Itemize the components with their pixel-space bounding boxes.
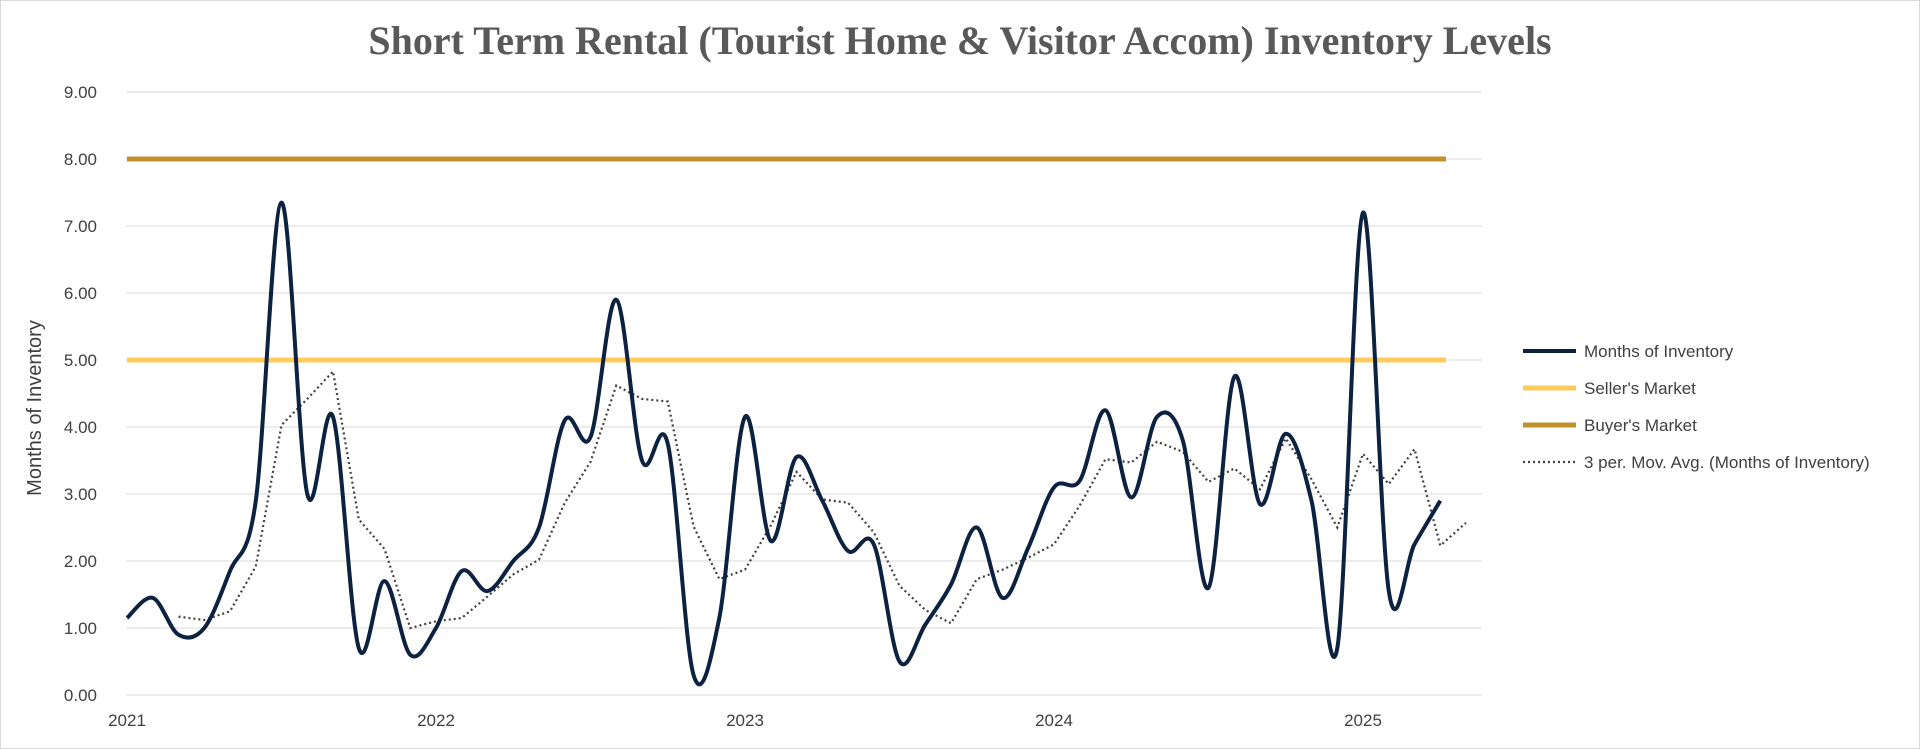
y-tick-label: 6.00	[64, 284, 97, 303]
y-tick-label: 7.00	[64, 217, 97, 236]
chart-title: Short Term Rental (Tourist Home & Visito…	[368, 18, 1551, 63]
legend-label: Months of Inventory	[1584, 342, 1734, 361]
y-tick-label: 1.00	[64, 619, 97, 638]
y-tick-label: 4.00	[64, 418, 97, 437]
y-tick-labels: 0.00 1.00 2.00 3.00 4.00 5.00 6.00 7.00 8.00 9.00	[64, 83, 97, 705]
legend: Months of Inventory Seller's Market Buyer'…	[1523, 342, 1870, 472]
y-tick-label: 0.00	[64, 686, 97, 705]
x-tick-label: 2023	[726, 711, 764, 730]
y-tick-label: 5.00	[64, 351, 97, 370]
x-tick-label: 2025	[1344, 711, 1382, 730]
months-of-inventory-line	[125, 200, 1443, 687]
x-tick-labels: 2021 2022 2023 2024 2025	[108, 711, 1382, 730]
series-lines	[125, 156, 1467, 687]
y-tick-label: 8.00	[64, 150, 97, 169]
y-tick-label: 9.00	[64, 83, 97, 102]
legend-label: Seller's Market	[1584, 379, 1696, 398]
gridlines	[126, 91, 1482, 696]
legend-label: 3 per. Mov. Avg. (Months of Inventory)	[1584, 453, 1870, 472]
y-tick-label: 2.00	[64, 552, 97, 571]
x-tick-label: 2021	[108, 711, 146, 730]
legend-label: Buyer's Market	[1584, 416, 1697, 435]
x-tick-label: 2022	[417, 711, 455, 730]
y-axis-label: Months of Inventory	[24, 320, 46, 496]
x-tick-label: 2024	[1035, 711, 1073, 730]
y-tick-label: 3.00	[64, 485, 97, 504]
moving-average-line	[178, 369, 1467, 630]
